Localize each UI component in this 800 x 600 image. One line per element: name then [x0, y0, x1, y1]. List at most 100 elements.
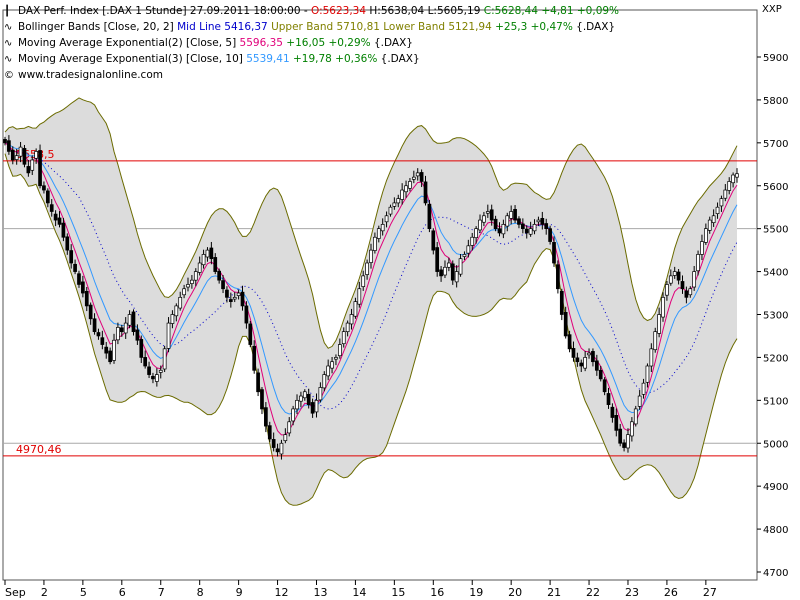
- candle-up: [236, 292, 241, 296]
- candle-up: [470, 236, 475, 246]
- candle-down: [119, 327, 124, 333]
- candle-down: [42, 185, 46, 191]
- candle-up: [353, 301, 358, 317]
- candle-up: [447, 262, 451, 268]
- candle-up: [415, 172, 420, 177]
- ema5-symbol: {.DAX}: [373, 37, 413, 49]
- instrument-info: DAX Perf. Index [.DAX 1 Stunde] 27.09.20…: [18, 5, 311, 17]
- candle-up: [458, 258, 463, 275]
- candle-up: [330, 361, 334, 369]
- candle-down: [256, 372, 260, 393]
- x-tick-label: 16: [430, 586, 444, 599]
- candle-down: [61, 222, 66, 238]
- high-low-value: H:5638,04 L:5605,19: [366, 5, 484, 17]
- candle-up: [482, 215, 486, 223]
- candle-up: [178, 296, 183, 309]
- candle-down: [680, 281, 685, 290]
- y-tick-label: 5500: [763, 225, 788, 236]
- candle-up: [279, 442, 284, 455]
- candle-up: [478, 219, 482, 231]
- x-tick-label: Sep: [5, 586, 26, 599]
- candle-up: [155, 374, 159, 382]
- indicator-wave-icon: ∿: [4, 22, 13, 33]
- x-tick-label: 27: [703, 586, 717, 599]
- candle-down: [57, 217, 62, 225]
- candlestick-icon: ┃: [4, 6, 11, 17]
- y-tick-label: 4800: [763, 525, 788, 536]
- candle-down: [108, 350, 112, 363]
- candle-down: [65, 236, 70, 251]
- bollinger-upper-line: [4, 97, 738, 349]
- candle-up: [400, 189, 404, 200]
- ema5-value: 5596,35: [239, 37, 287, 49]
- x-tick-label: 15: [391, 586, 405, 599]
- candle-down: [264, 407, 268, 427]
- candle-down: [22, 148, 27, 165]
- candle-up: [34, 151, 38, 159]
- x-tick-label: 8: [197, 586, 204, 599]
- candle-down: [100, 337, 105, 345]
- legend-row-bollinger: ∿ Bollinger Bands [Close, 20, 2] Mid Line…: [4, 19, 619, 35]
- ema10-name: Moving Average Exponential(3) [Close, 10…: [18, 53, 247, 65]
- candle-down: [139, 339, 144, 358]
- bollinger-mid-value: Mid Line 5416,37: [177, 21, 272, 33]
- candle-up: [384, 215, 389, 223]
- candle-up: [505, 215, 510, 227]
- candle-up: [162, 348, 167, 370]
- candle-down: [563, 312, 568, 337]
- candle-up: [637, 395, 642, 407]
- x-tick-label: 2: [41, 586, 48, 599]
- legend-row-ema5: ∿ Moving Average Exponential(2) [Close, 5…: [4, 35, 619, 51]
- candle-up: [376, 228, 381, 239]
- bollinger-lower-value: Lower Band 5121,94: [383, 21, 496, 33]
- y-tick-label: 5200: [763, 353, 788, 364]
- candle-up: [392, 202, 397, 207]
- candle-down: [439, 269, 443, 277]
- bollinger-symbol: {.DAX}: [576, 21, 616, 33]
- candle-up: [723, 189, 728, 199]
- candle-up: [715, 206, 720, 214]
- candle-down: [676, 271, 681, 281]
- candle-up: [112, 339, 116, 361]
- candle-up: [158, 369, 163, 373]
- candle-down: [49, 204, 54, 212]
- candle-down: [606, 393, 611, 405]
- candle-down: [217, 270, 221, 281]
- candle-down: [271, 439, 276, 448]
- candle-down: [104, 346, 109, 354]
- candle-up: [334, 357, 338, 360]
- candle-down: [131, 311, 136, 333]
- candle-up: [587, 352, 591, 356]
- candle-down: [96, 332, 101, 337]
- candle-up: [314, 399, 319, 413]
- candle-up: [707, 219, 712, 231]
- candle-down: [275, 448, 280, 453]
- candle-down: [252, 345, 257, 371]
- indicator-wave-icon: ∿: [4, 38, 13, 49]
- candle-up: [182, 288, 186, 296]
- candle-up: [653, 331, 658, 351]
- candle-down: [135, 329, 140, 341]
- candle-down: [493, 218, 498, 230]
- candle-up: [373, 236, 377, 251]
- bollinger-change: +25,3 +0,47%: [495, 21, 577, 33]
- candle-up: [404, 185, 408, 193]
- candle-up: [661, 296, 665, 318]
- candle-down: [427, 203, 432, 230]
- candle-up: [201, 254, 206, 266]
- candle-up: [166, 322, 171, 349]
- candle-down: [260, 389, 264, 410]
- candle-down: [88, 304, 93, 320]
- ema5-change: +16,05 +0,29%: [286, 37, 374, 49]
- candle-up: [532, 224, 537, 232]
- candle-down: [419, 172, 424, 182]
- candle-down: [92, 318, 97, 333]
- candle-up: [583, 357, 587, 369]
- candle-up: [711, 215, 716, 224]
- candle-down: [306, 393, 311, 405]
- candle-up: [626, 434, 630, 449]
- candle-down: [143, 357, 148, 367]
- candle-up: [170, 314, 175, 324]
- y-tick-label: 5100: [763, 396, 788, 407]
